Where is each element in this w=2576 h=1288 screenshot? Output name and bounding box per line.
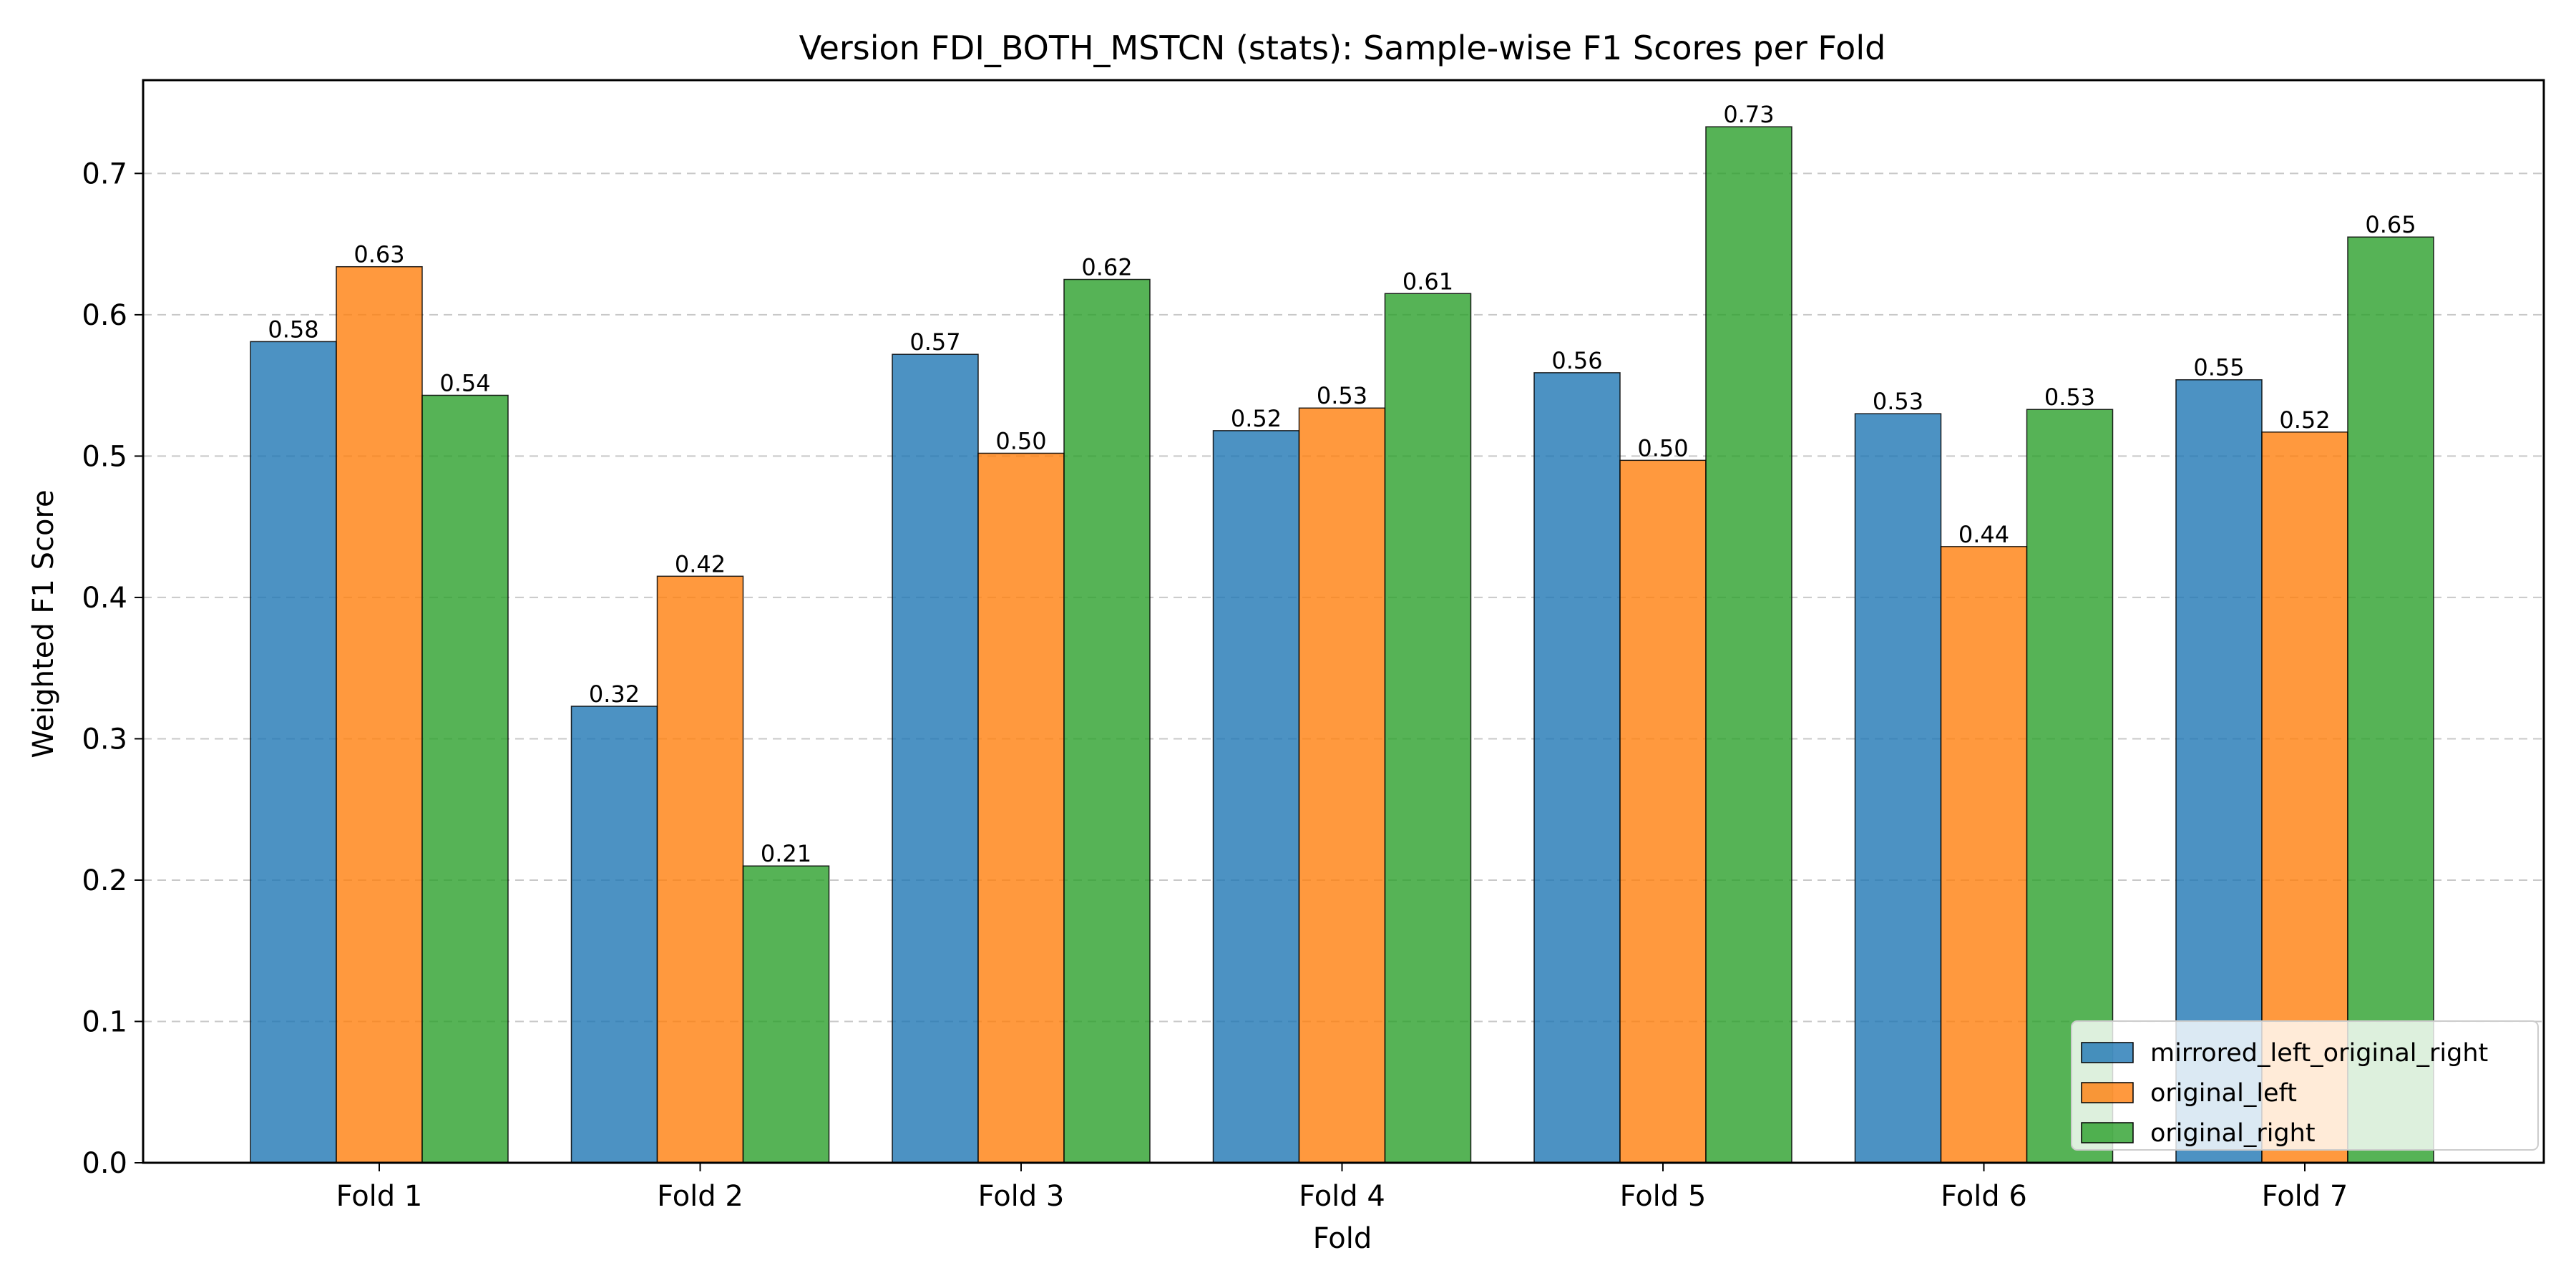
data-label: 0.73 (1723, 101, 1774, 128)
y-tick-label: 0.5 (82, 440, 127, 473)
data-label: 0.56 (1551, 347, 1602, 374)
bar-original_right-4 (1384, 293, 1472, 1163)
y-axis-label: Weighted F1 Score (27, 489, 60, 758)
data-label: 0.58 (268, 316, 318, 343)
data-label: 0.61 (1402, 268, 1453, 295)
legend-box (2071, 1020, 2539, 1151)
bar-original_right-7 (2347, 236, 2434, 1163)
bar-mirrored_left_original_right-4 (1212, 430, 1300, 1163)
x-tick-label: Fold 5 (1620, 1180, 1707, 1213)
bar-original_left-3 (977, 452, 1065, 1163)
legend: mirrored_left_original_right original_lef… (2071, 1020, 2539, 1151)
data-label: 0.50 (1637, 434, 1688, 462)
bar-original_right-5 (1705, 126, 1792, 1163)
x-tick-label: Fold 6 (1941, 1180, 2027, 1213)
x-tick-label: Fold 1 (336, 1180, 423, 1213)
data-label: 0.63 (353, 241, 404, 268)
y-tick-label: 0.1 (82, 1005, 127, 1038)
data-label: 0.52 (2279, 406, 2330, 434)
data-label: 0.53 (1317, 382, 1367, 409)
y-tick-label: 0.0 (82, 1147, 127, 1180)
bar-mirrored_left_original_right-1 (250, 341, 337, 1163)
bar-mirrored_left_original_right-3 (892, 353, 979, 1163)
data-label: 0.50 (995, 427, 1046, 454)
bar-original_left-4 (1298, 407, 1386, 1163)
data-label: 0.65 (2365, 211, 2416, 238)
data-label: 0.21 (761, 840, 811, 867)
legend-label: original_right (2150, 1119, 2316, 1148)
data-label: 0.57 (909, 328, 960, 356)
legend-label: mirrored_left_original_right (2150, 1039, 2488, 1068)
x-tick-label: Fold 4 (1299, 1180, 1385, 1213)
data-label: 0.42 (675, 550, 726, 577)
plot-frame (142, 79, 2545, 1164)
data-label: 0.55 (2193, 354, 2244, 381)
x-tick-label: Fold 7 (2262, 1180, 2348, 1213)
legend-swatch (2081, 1042, 2134, 1063)
y-tick-label: 0.2 (82, 864, 127, 897)
axes-group: 0.0 0.1 0.2 0.3 0.4 0.5 0.6 0.7 Fold 1 Fold 2 Fold… (82, 79, 2545, 1213)
data-label: 0.32 (589, 680, 640, 708)
bar-original_left-5 (1619, 459, 1707, 1163)
data-label: 0.44 (1958, 521, 2009, 548)
data-label: 0.52 (1231, 405, 1282, 432)
y-tick-label: 0.7 (82, 157, 127, 190)
data-label: 0.53 (2044, 384, 2095, 411)
legend-swatch (2081, 1082, 2134, 1103)
bar-original_right-2 (742, 865, 830, 1163)
x-tick-label: Fold 2 (657, 1180, 743, 1213)
x-tick-label: Fold 3 (978, 1180, 1065, 1213)
data-labels-group: 0.58 0.32 0.57 0.52 0.56 0.53 0.55 0.63 0.42 0.50… (268, 101, 2416, 867)
x-axis-label: Fold (1313, 1222, 1372, 1255)
y-tick-label: 0.3 (82, 723, 127, 756)
bar-original_left-1 (336, 265, 423, 1163)
bar-mirrored_left_original_right-5 (1533, 372, 1621, 1163)
y-tick-label: 0.6 (82, 299, 127, 332)
legend-label: original_left (2150, 1079, 2297, 1108)
y-tick-label: 0.4 (82, 582, 127, 615)
chart-title: Version FDI_BOTH_MSTCN (stats): Sample-w… (799, 29, 1886, 67)
bar-original_left-6 (1940, 546, 2028, 1163)
data-label: 0.62 (1081, 254, 1132, 281)
bar-original_left-2 (656, 575, 744, 1163)
bar-mirrored_left_original_right-2 (570, 706, 658, 1163)
data-label: 0.53 (1873, 388, 1923, 415)
legend-swatch (2081, 1122, 2134, 1143)
data-label: 0.54 (439, 369, 490, 396)
bar-original_right-1 (421, 394, 509, 1163)
bar-mirrored_left_original_right-6 (1854, 413, 1942, 1163)
bar-original_right-3 (1063, 278, 1151, 1163)
